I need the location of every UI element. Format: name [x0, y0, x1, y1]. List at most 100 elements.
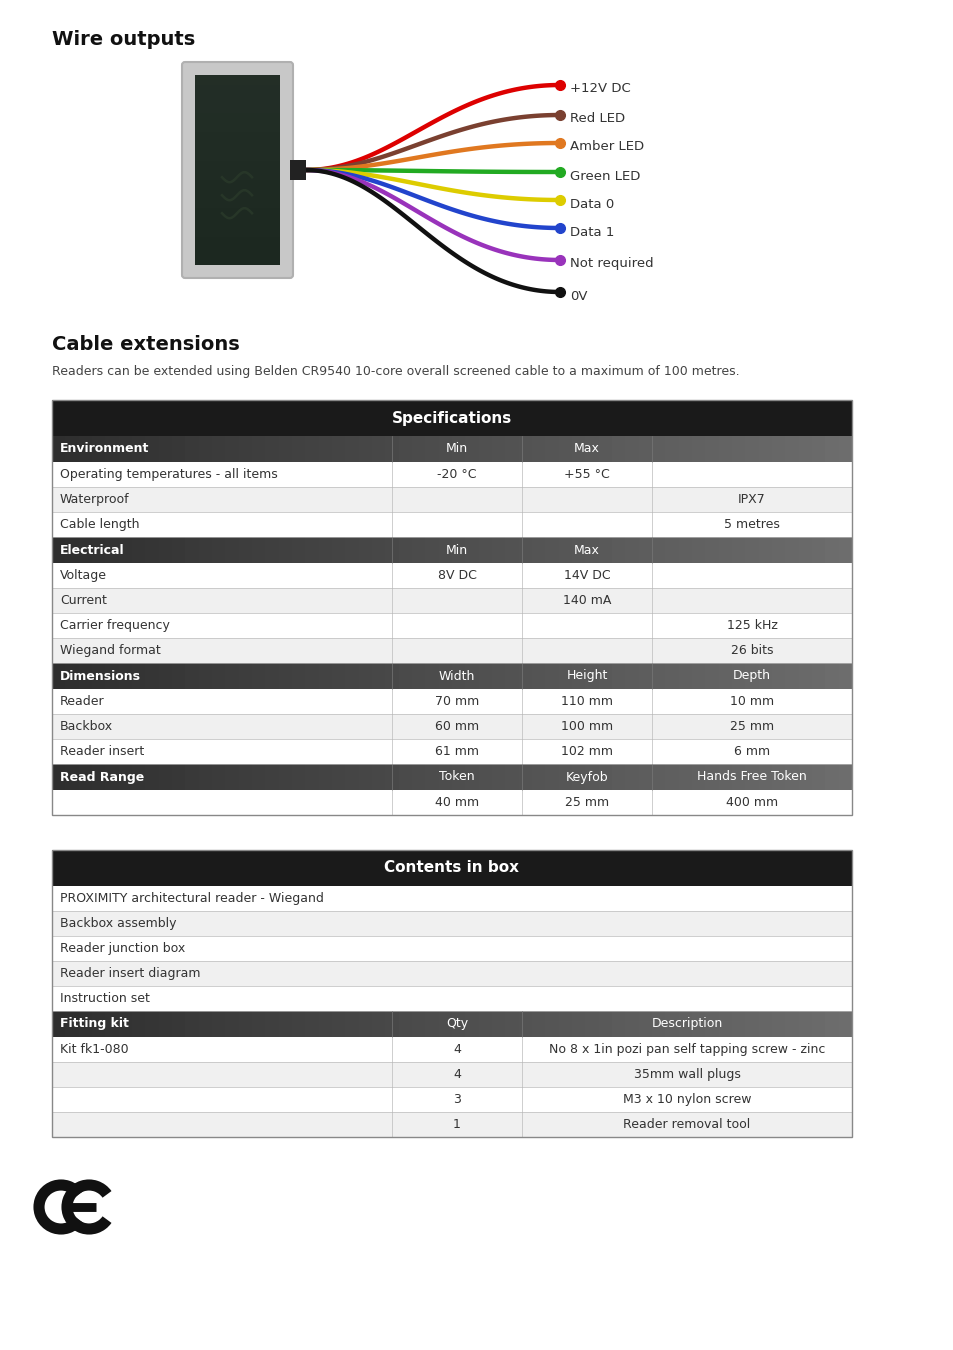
Bar: [385, 1011, 398, 1037]
Text: 102 mm: 102 mm: [560, 745, 613, 757]
Text: Depth: Depth: [732, 670, 770, 683]
Bar: [194, 113, 280, 123]
Bar: [172, 537, 186, 563]
Bar: [704, 537, 719, 563]
Bar: [158, 764, 172, 790]
Text: 8V DC: 8V DC: [437, 568, 476, 582]
Bar: [824, 537, 839, 563]
Bar: [172, 436, 186, 462]
Text: Backbox assembly: Backbox assembly: [60, 917, 176, 930]
Bar: [132, 1011, 146, 1037]
Bar: [624, 764, 639, 790]
Bar: [252, 436, 266, 462]
Bar: [492, 663, 505, 688]
Bar: [425, 663, 438, 688]
Bar: [225, 537, 239, 563]
Bar: [345, 764, 358, 790]
Text: 4: 4: [453, 1044, 460, 1056]
Bar: [452, 537, 465, 563]
Bar: [492, 537, 505, 563]
Bar: [744, 537, 759, 563]
Text: 3: 3: [453, 1094, 460, 1106]
Bar: [704, 436, 719, 462]
Bar: [664, 764, 679, 790]
Bar: [332, 537, 346, 563]
Bar: [278, 1011, 293, 1037]
Bar: [65, 764, 79, 790]
Bar: [238, 436, 253, 462]
Bar: [478, 1011, 492, 1037]
Bar: [691, 663, 705, 688]
Text: 1: 1: [453, 1118, 460, 1131]
Bar: [265, 1011, 279, 1037]
Bar: [238, 663, 253, 688]
Bar: [78, 1011, 92, 1037]
Text: Amber LED: Amber LED: [569, 140, 643, 154]
Bar: [585, 436, 598, 462]
Bar: [518, 537, 532, 563]
Bar: [185, 436, 199, 462]
Bar: [398, 537, 412, 563]
Bar: [452, 1011, 465, 1037]
Bar: [532, 1011, 545, 1037]
Text: No 8 x 1in pozi pan self tapping screw - zinc: No 8 x 1in pozi pan self tapping screw -…: [548, 1044, 824, 1056]
Bar: [425, 436, 438, 462]
Bar: [811, 436, 825, 462]
Text: Current: Current: [60, 594, 107, 608]
Bar: [194, 180, 280, 189]
Bar: [318, 1011, 333, 1037]
Text: 400 mm: 400 mm: [725, 796, 778, 809]
Text: M3 x 10 nylon screw: M3 x 10 nylon screw: [622, 1094, 750, 1106]
Bar: [78, 436, 92, 462]
Text: Instruction set: Instruction set: [60, 992, 150, 1004]
Bar: [105, 764, 119, 790]
Bar: [704, 764, 719, 790]
Bar: [731, 764, 745, 790]
Bar: [372, 764, 385, 790]
Bar: [425, 537, 438, 563]
Bar: [52, 1037, 851, 1062]
Bar: [318, 663, 333, 688]
Bar: [731, 537, 745, 563]
Bar: [838, 436, 852, 462]
Text: 70 mm: 70 mm: [435, 695, 478, 707]
Bar: [52, 563, 851, 589]
Text: 5 metres: 5 metres: [723, 518, 780, 531]
Bar: [704, 663, 719, 688]
Bar: [372, 537, 385, 563]
Text: Reader insert: Reader insert: [60, 745, 144, 757]
Bar: [612, 764, 625, 790]
Text: 125 kHz: 125 kHz: [726, 620, 777, 632]
Text: +12V DC: +12V DC: [569, 82, 630, 96]
Bar: [278, 764, 293, 790]
Bar: [624, 663, 639, 688]
Bar: [771, 537, 785, 563]
Text: 61 mm: 61 mm: [435, 745, 478, 757]
Bar: [558, 1011, 572, 1037]
Bar: [172, 764, 186, 790]
Bar: [664, 1011, 679, 1037]
Bar: [358, 663, 372, 688]
Bar: [412, 436, 425, 462]
Bar: [91, 436, 106, 462]
Bar: [718, 537, 732, 563]
Bar: [452, 436, 465, 462]
Bar: [65, 537, 79, 563]
Text: 35mm wall plugs: 35mm wall plugs: [633, 1068, 740, 1081]
Text: Contents in box: Contents in box: [384, 860, 519, 876]
Bar: [438, 436, 452, 462]
Bar: [372, 1011, 385, 1037]
Bar: [678, 1011, 692, 1037]
Bar: [758, 537, 772, 563]
Bar: [145, 663, 159, 688]
Bar: [465, 764, 478, 790]
Bar: [598, 1011, 612, 1037]
Bar: [225, 436, 239, 462]
Bar: [758, 663, 772, 688]
Bar: [198, 764, 213, 790]
Bar: [52, 613, 851, 639]
Bar: [824, 764, 839, 790]
Bar: [118, 537, 132, 563]
Bar: [572, 436, 585, 462]
Bar: [212, 537, 226, 563]
